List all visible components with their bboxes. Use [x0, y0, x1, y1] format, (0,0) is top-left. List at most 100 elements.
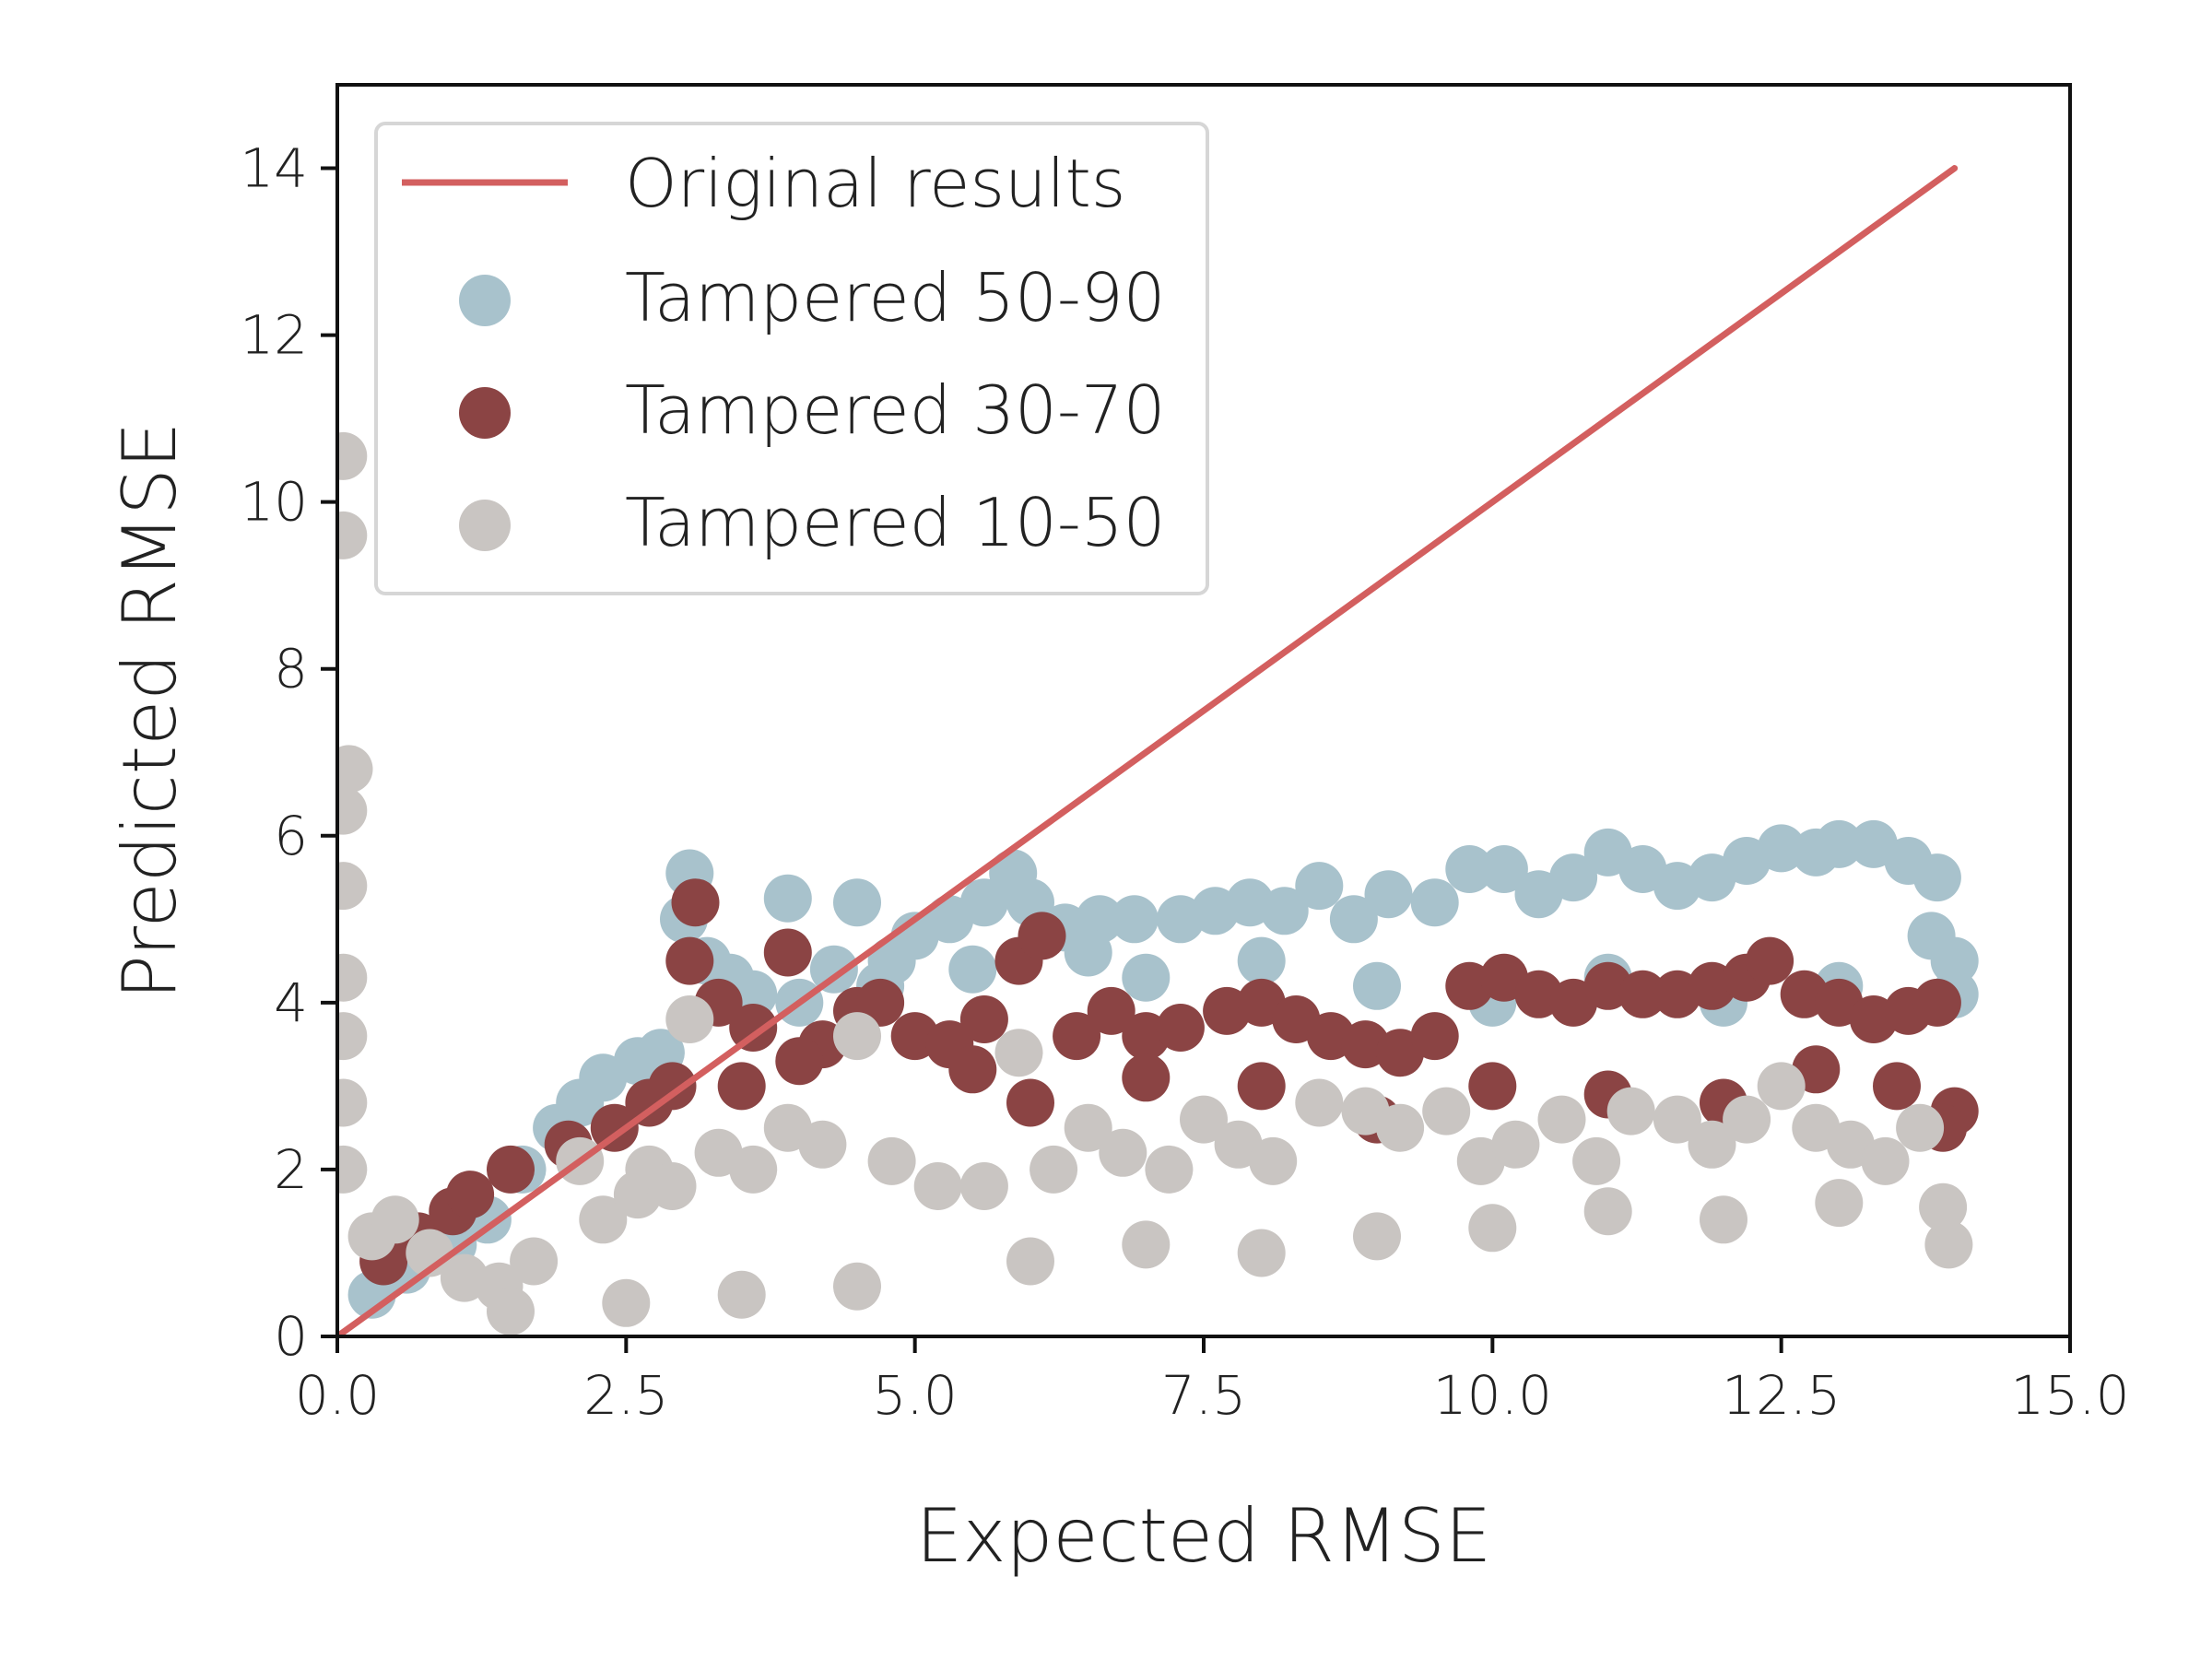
point-series-0-32 [1295, 862, 1344, 911]
point-series-1-50 [1873, 1062, 1921, 1111]
y-tick-label-2: 4 [274, 971, 308, 1034]
point-series-1-4 [487, 1145, 535, 1194]
point-series-2-46 [1653, 1095, 1701, 1144]
point-series-0-27 [1110, 895, 1159, 944]
point-series-1-8 [648, 1062, 697, 1111]
series-2 [337, 431, 1973, 1335]
point-series-1-12 [729, 1004, 778, 1052]
point-series-2-49 [1757, 1062, 1806, 1111]
point-series-0-58 [1353, 961, 1401, 1010]
point-series-2-28 [959, 1162, 1008, 1210]
legend-label-series-1: Tampered 30-70 [625, 371, 1165, 449]
point-series-1-10 [671, 878, 720, 927]
point-series-2-5 [337, 953, 368, 1002]
point-series-1-6 [590, 1103, 639, 1152]
point-series-2-19 [648, 1162, 697, 1210]
legend-label-series-0: Tampered 50-90 [625, 259, 1165, 336]
point-series-2-44 [1572, 1136, 1621, 1185]
point-series-2-37 [1295, 1078, 1344, 1127]
x-tick-label-1: 2.5 [583, 1364, 668, 1427]
point-series-2-52 [1861, 1136, 1910, 1185]
point-series-2-56 [1815, 1179, 1864, 1228]
point-series-1-47 [1912, 978, 1961, 1027]
point-series-2-14 [510, 1237, 559, 1286]
point-series-2-45 [1606, 1087, 1655, 1135]
point-series-2-39 [1376, 1103, 1425, 1152]
point-series-1-23 [1087, 986, 1135, 1035]
point-series-2-58 [1583, 1187, 1632, 1236]
point-series-0-31 [1260, 887, 1309, 935]
y-tick-label-7: 14 [240, 137, 308, 200]
point-series-2-27 [913, 1162, 962, 1210]
point-series-2-29 [994, 1029, 1043, 1077]
point-series-2-0 [337, 431, 368, 480]
point-series-0-60 [1122, 953, 1171, 1002]
point-series-2-22 [729, 1145, 778, 1194]
y-tick-label-3: 6 [274, 805, 308, 867]
point-series-1-25 [1156, 1004, 1205, 1052]
point-series-0-61 [1064, 928, 1112, 977]
point-series-2-42 [1491, 1120, 1540, 1169]
point-series-1-42 [1746, 936, 1794, 985]
point-series-2-16 [579, 1195, 628, 1244]
point-series-0-36 [1445, 845, 1494, 893]
point-series-2-34 [1180, 1095, 1228, 1144]
point-series-2-31 [1064, 1103, 1112, 1152]
point-series-2-36 [1249, 1136, 1298, 1185]
point-series-0-17 [809, 945, 858, 994]
point-series-2-7 [337, 1078, 368, 1127]
point-series-2-33 [1145, 1145, 1194, 1194]
point-series-2-65 [717, 1270, 766, 1319]
point-series-1-57 [1122, 1053, 1171, 1102]
series-layer [337, 431, 1979, 1335]
y-tick-label-1: 2 [274, 1138, 308, 1201]
point-series-0-50 [1912, 853, 1961, 902]
y-tick-label-5: 10 [240, 471, 308, 534]
point-series-2-60 [1353, 1212, 1401, 1261]
legend-swatch-series-0 [459, 275, 511, 326]
point-series-2-24 [798, 1120, 847, 1169]
point-series-1-13 [763, 928, 812, 977]
point-series-2-3 [337, 786, 368, 835]
x-tick-label-0: 0.0 [295, 1364, 380, 1427]
point-series-2-30 [1030, 1145, 1078, 1194]
original-results-line [337, 165, 1959, 1336]
point-series-2-25 [833, 1012, 881, 1061]
point-series-2-20 [665, 995, 714, 1043]
point-series-1-38 [1618, 970, 1667, 1018]
point-series-1-54 [1468, 1062, 1517, 1111]
point-series-0-37 [1479, 845, 1528, 893]
legend-swatch-series-1 [459, 387, 511, 439]
x-axis: 0.0 2.5 5.0 7.5 10.0 12.5 15.0 [295, 1336, 2130, 1427]
point-series-2-53 [1896, 1103, 1945, 1152]
point-series-2-6 [337, 1012, 368, 1061]
point-series-2-55 [1919, 1182, 1968, 1231]
point-series-0-34 [1364, 870, 1413, 919]
x-tick-label-2: 5.0 [873, 1364, 958, 1427]
point-series-0-47 [1815, 819, 1864, 868]
point-series-2-62 [1122, 1220, 1171, 1269]
point-series-0-33 [1329, 895, 1378, 944]
line-layer [337, 165, 1959, 1336]
point-series-0-22 [959, 878, 1008, 927]
point-series-1-58 [1006, 1078, 1054, 1127]
point-series-0-39 [1549, 853, 1598, 902]
point-series-1-61 [717, 1062, 766, 1111]
x-tick-label-3: 7.5 [1161, 1364, 1246, 1427]
point-series-2-63 [1006, 1237, 1054, 1286]
point-series-1-60 [775, 1037, 824, 1086]
x-tick-label-4: 10.0 [1433, 1364, 1552, 1427]
legend-swatch-series-2 [459, 500, 511, 551]
point-series-2-47 [1688, 1120, 1736, 1169]
point-series-2-10 [371, 1195, 419, 1244]
legend-label-original: Original results [625, 145, 1125, 222]
point-series-2-59 [1468, 1204, 1517, 1253]
point-series-2-26 [867, 1136, 916, 1185]
point-series-2-48 [1723, 1095, 1771, 1144]
y-axis: 0 2 4 6 8 10 12 14 [240, 137, 337, 1368]
y-axis-title: Predicted RMSE [107, 422, 193, 1000]
point-series-0-62 [948, 945, 997, 994]
point-series-2-4 [337, 862, 368, 911]
point-series-2-11 [406, 1229, 454, 1277]
